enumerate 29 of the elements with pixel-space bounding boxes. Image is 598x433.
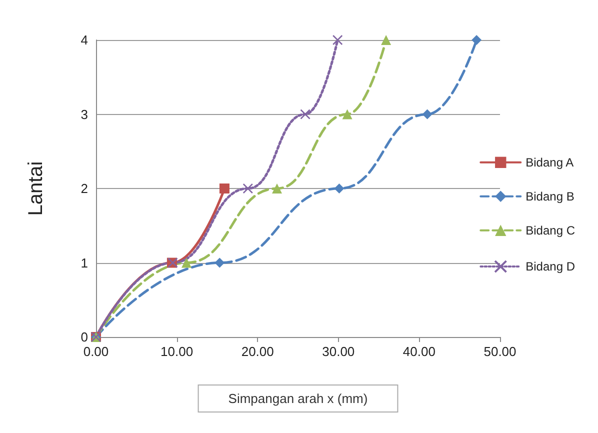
y-axis-title: Lantai: [25, 161, 47, 216]
x-tick-label: 0.00: [83, 344, 109, 359]
x-tick-label: 20.00: [241, 344, 274, 359]
y-tick-label: 1: [80, 255, 88, 270]
y-tick-label: 4: [80, 32, 88, 48]
x-tick-label: 30.00: [322, 344, 355, 359]
y-tick-label: 2: [80, 181, 88, 196]
x-tick-label: 10.00: [160, 344, 194, 359]
point: [342, 109, 352, 120]
y-tick-label: 0: [80, 330, 88, 344]
point: [272, 184, 282, 194]
legend-label: Bidang C: [526, 223, 576, 238]
point: [422, 109, 432, 120]
legend-label: Bidang A: [526, 155, 574, 170]
y-tick-label: 3: [80, 106, 88, 122]
point: [381, 35, 392, 45]
point: [300, 109, 310, 120]
legend-label: Bidang B: [526, 189, 574, 204]
x-tick-label: 50.00: [484, 344, 516, 359]
point: [332, 34, 343, 46]
point: [181, 258, 192, 268]
point: [214, 258, 225, 268]
point: [472, 35, 482, 45]
x-tick-label: 40.00: [402, 344, 436, 359]
point: [219, 184, 230, 194]
legend-label: Bidang D: [526, 260, 576, 274]
point: [334, 184, 344, 194]
x-axis-title: Simpangan arah x (mm): [228, 391, 368, 406]
point: [242, 183, 254, 194]
